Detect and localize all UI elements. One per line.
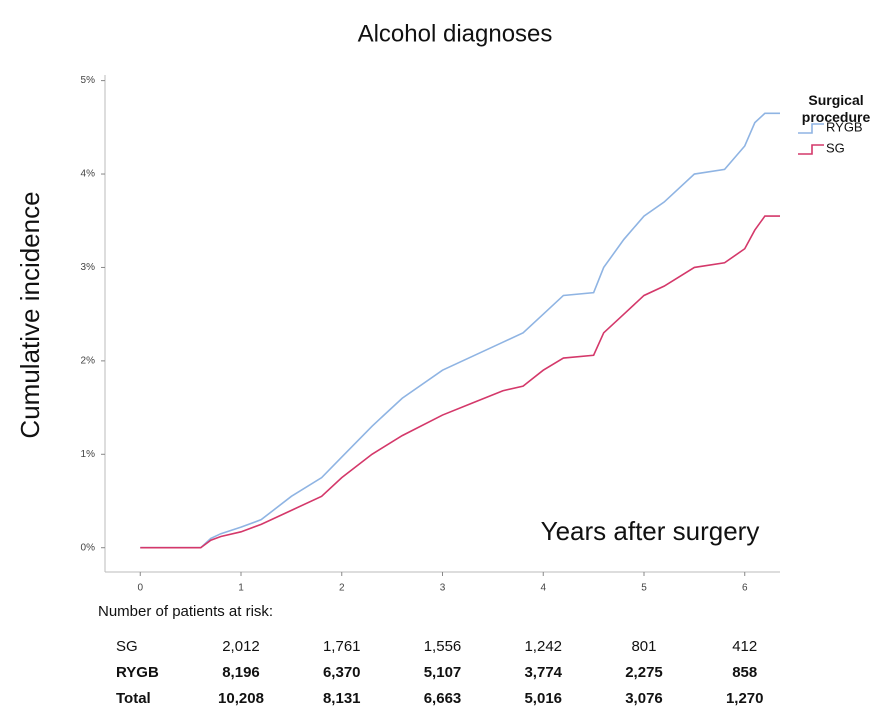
risk-cell: 801 xyxy=(631,638,656,655)
risk-cell: 8,131 xyxy=(323,690,361,707)
risk-cell: 6,370 xyxy=(323,664,361,681)
risk-cell: 1,556 xyxy=(424,638,462,655)
series-line xyxy=(140,215,780,549)
risk-cell: 3,076 xyxy=(625,690,663,707)
x-tick-label: 3 xyxy=(440,583,446,594)
risk-table-title: Number of patients at risk: xyxy=(98,603,273,620)
y-axis-label: Cumulative incidence xyxy=(15,191,45,438)
chart-title: Alcohol diagnoses xyxy=(358,20,553,47)
risk-row-label: RYGB xyxy=(116,664,159,681)
risk-cell: 8,196 xyxy=(222,664,260,681)
x-axis-label: Years after surgery xyxy=(541,516,760,546)
risk-cell: 6,663 xyxy=(424,690,462,707)
risk-cell: 5,107 xyxy=(424,664,462,681)
risk-row-label: Total xyxy=(116,690,151,707)
x-tick-label: 1 xyxy=(238,583,244,594)
risk-cell: 858 xyxy=(732,664,757,681)
legend-swatch xyxy=(798,144,824,155)
risk-cell: 10,208 xyxy=(218,690,264,707)
x-tick-label: 2 xyxy=(339,583,345,594)
risk-cell: 1,242 xyxy=(524,638,562,655)
risk-cell: 412 xyxy=(732,638,757,655)
risk-cell: 3,774 xyxy=(524,664,562,681)
y-tick-label: 1% xyxy=(81,449,96,460)
y-tick-label: 3% xyxy=(81,262,96,273)
y-tick-label: 5% xyxy=(81,75,96,86)
risk-cell: 2,275 xyxy=(625,664,663,681)
risk-cell: 5,016 xyxy=(524,690,562,707)
legend-label: RYGB xyxy=(826,119,863,134)
risk-cell: 1,761 xyxy=(323,638,361,655)
risk-cell: 1,270 xyxy=(726,690,764,707)
x-tick-label: 0 xyxy=(137,583,143,594)
y-tick-label: 4% xyxy=(81,169,96,180)
series-line xyxy=(140,112,780,549)
y-tick-label: 0% xyxy=(81,542,96,553)
risk-row-label: SG xyxy=(116,638,138,655)
legend-swatch xyxy=(798,123,824,134)
y-tick-label: 2% xyxy=(81,356,96,367)
x-tick-label: 4 xyxy=(540,583,546,594)
legend-title: Surgical procedure xyxy=(801,92,871,125)
x-tick-label: 6 xyxy=(742,583,748,594)
legend-label: SG xyxy=(826,140,845,155)
x-tick-label: 5 xyxy=(641,583,647,594)
risk-cell: 2,012 xyxy=(222,638,260,655)
